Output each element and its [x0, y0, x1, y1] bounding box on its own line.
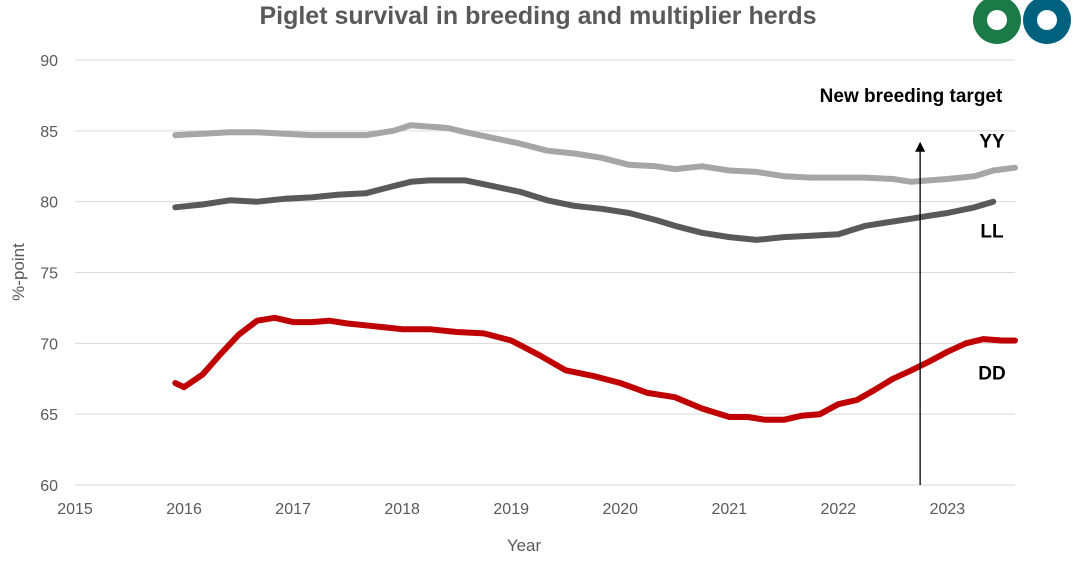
x-tick-label: 2019 — [493, 501, 529, 518]
series-line-ll — [172, 177, 997, 243]
y-axis-ticks: 60 65 70 75 80 85 90 — [40, 53, 58, 495]
x-tick-label: 2022 — [821, 501, 857, 518]
x-axis-ticks: 2015 2016 2017 2018 2019 2020 2021 2022 2023 — [57, 501, 965, 518]
y-tick-label: 90 — [40, 53, 58, 70]
series-label-dd: DD — [978, 364, 1005, 385]
y-tick-label: 70 — [40, 336, 58, 353]
x-tick-label: 2020 — [602, 501, 638, 518]
y-tick-label: 75 — [40, 266, 58, 283]
series-labels: YY LL DD — [978, 132, 1005, 385]
x-tick-label: 2021 — [711, 501, 747, 518]
landbrug-foedevarer-logo — [973, 0, 1071, 44]
x-tick-label: 2016 — [166, 501, 202, 518]
series-line-dd — [172, 314, 1018, 423]
chart-title: Piglet survival in breeding and multipli… — [259, 2, 816, 30]
series-lines — [172, 122, 1018, 423]
x-tick-label: 2018 — [384, 501, 420, 518]
x-tick-label: 2015 — [57, 501, 93, 518]
x-tick-label: 2023 — [930, 501, 966, 518]
y-tick-label: 60 — [40, 478, 58, 495]
y-tick-label: 85 — [40, 124, 58, 141]
series-label-yy: YY — [979, 132, 1005, 153]
x-axis-label: Year — [507, 536, 542, 555]
y-tick-label: 65 — [40, 407, 58, 424]
breeding-target-label: New breeding target — [820, 86, 1003, 107]
y-axis-label: %-point — [9, 243, 28, 301]
x-tick-label: 2017 — [275, 501, 311, 518]
series-label-ll: LL — [980, 222, 1004, 243]
series-line-yy — [172, 122, 1018, 185]
y-tick-label: 80 — [40, 195, 58, 212]
